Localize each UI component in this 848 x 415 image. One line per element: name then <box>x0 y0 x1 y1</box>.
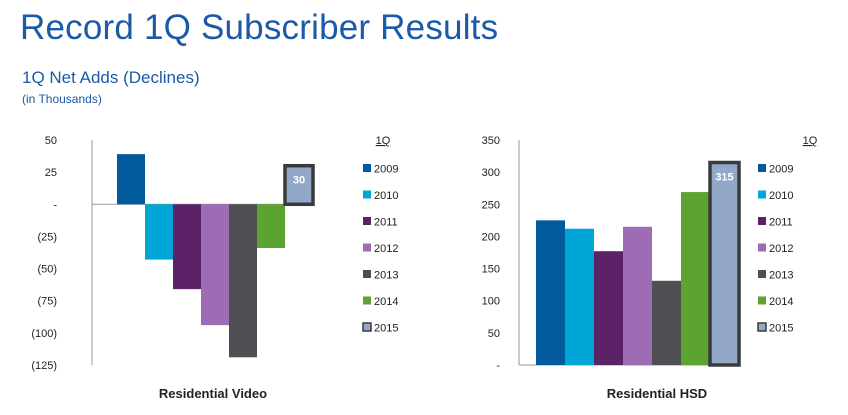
residential-video-chart: 50 25 - (25) (50) (75) (100) (125) 30 Residential… <box>31 135 398 401</box>
y-tick-label: 250 <box>482 199 500 211</box>
bar-2015 <box>283 163 315 207</box>
bar-data-label: 315 <box>715 172 733 184</box>
y-tick-label: - <box>53 199 57 211</box>
legend-swatch-2014 <box>758 296 766 305</box>
legend-label-2013: 2013 <box>769 270 793 282</box>
legend-label-2015: 2015 <box>374 323 398 335</box>
legend-label-2014: 2014 <box>374 296 398 308</box>
legend-title: 1Q <box>376 135 391 147</box>
bar-2012 <box>201 204 229 326</box>
bar-2009 <box>117 154 145 205</box>
bar-2014 <box>257 204 285 248</box>
legend-label-2009: 2009 <box>769 164 793 176</box>
chart-subtitle: 1Q Net Adds (Declines) <box>22 68 200 87</box>
y-tick-label: (100) <box>31 328 57 340</box>
bar-2013 <box>229 204 257 358</box>
legend-swatch-2011 <box>758 217 766 225</box>
y-tick-label: 350 <box>482 135 500 147</box>
bar-data-label: 30 <box>293 175 305 187</box>
y-tick-label: (25) <box>37 231 57 243</box>
legend-swatch-2015 <box>757 322 767 332</box>
y-tick-label: 50 <box>45 135 57 147</box>
y-tick-label: (125) <box>31 360 57 372</box>
bar-2010 <box>145 204 173 260</box>
legend-title: 1Q <box>803 135 818 147</box>
legend-label-2010: 2010 <box>769 190 793 202</box>
legend-label-2009: 2009 <box>374 164 398 176</box>
legend-swatch-2015 <box>362 322 372 332</box>
bar-2015 <box>708 160 741 367</box>
legend-swatch-2009 <box>363 164 371 172</box>
legend-label-2013: 2013 <box>374 270 398 282</box>
legend-label-2015: 2015 <box>769 323 793 335</box>
bar-2013 <box>652 280 681 365</box>
legend-label-2014: 2014 <box>769 296 793 308</box>
legend-label-2012: 2012 <box>769 243 793 255</box>
y-tick-label: 25 <box>45 167 57 179</box>
page-title: Record 1Q Subscriber Results <box>20 8 499 47</box>
y-tick-label: 50 <box>488 328 500 340</box>
bar-2009 <box>536 220 565 365</box>
y-tick-label: 150 <box>482 264 500 276</box>
legend-swatch-2009 <box>758 164 766 172</box>
y-tick-label: (75) <box>37 296 57 308</box>
y-tick-label: 200 <box>482 231 500 243</box>
bar-2010 <box>565 228 594 365</box>
legend-swatch-2012 <box>758 243 766 252</box>
legend-swatch-2014 <box>363 296 371 305</box>
y-tick-label: - <box>496 360 500 372</box>
x-axis-label: Residential Video <box>159 386 267 401</box>
legend-label-2011: 2011 <box>374 217 398 229</box>
y-tick-label: (50) <box>37 264 57 276</box>
legend-swatch-2010 <box>758 190 766 199</box>
bar-2011 <box>173 204 201 290</box>
units-note: (in Thousands) <box>22 92 102 106</box>
legend-swatch-2012 <box>363 243 371 252</box>
x-axis-label: Residential HSD <box>607 386 707 401</box>
y-tick-label: 300 <box>482 167 500 179</box>
legend-swatch-2013 <box>363 270 371 278</box>
legend-swatch-2011 <box>363 217 371 225</box>
legend-swatch-2013 <box>758 270 766 278</box>
bar-2014 <box>681 192 710 365</box>
y-tick-label: 100 <box>482 296 500 308</box>
residential-hsd-chart: 350 300 250 200 150 100 50 - 315 Residential HSD 1… <box>482 135 818 401</box>
bar-2012 <box>623 226 652 365</box>
legend-swatch-2010 <box>363 190 371 199</box>
legend-label-2011: 2011 <box>769 217 793 229</box>
legend-label-2012: 2012 <box>374 243 398 255</box>
bar-2011 <box>594 251 623 365</box>
legend-label-2010: 2010 <box>374 190 398 202</box>
